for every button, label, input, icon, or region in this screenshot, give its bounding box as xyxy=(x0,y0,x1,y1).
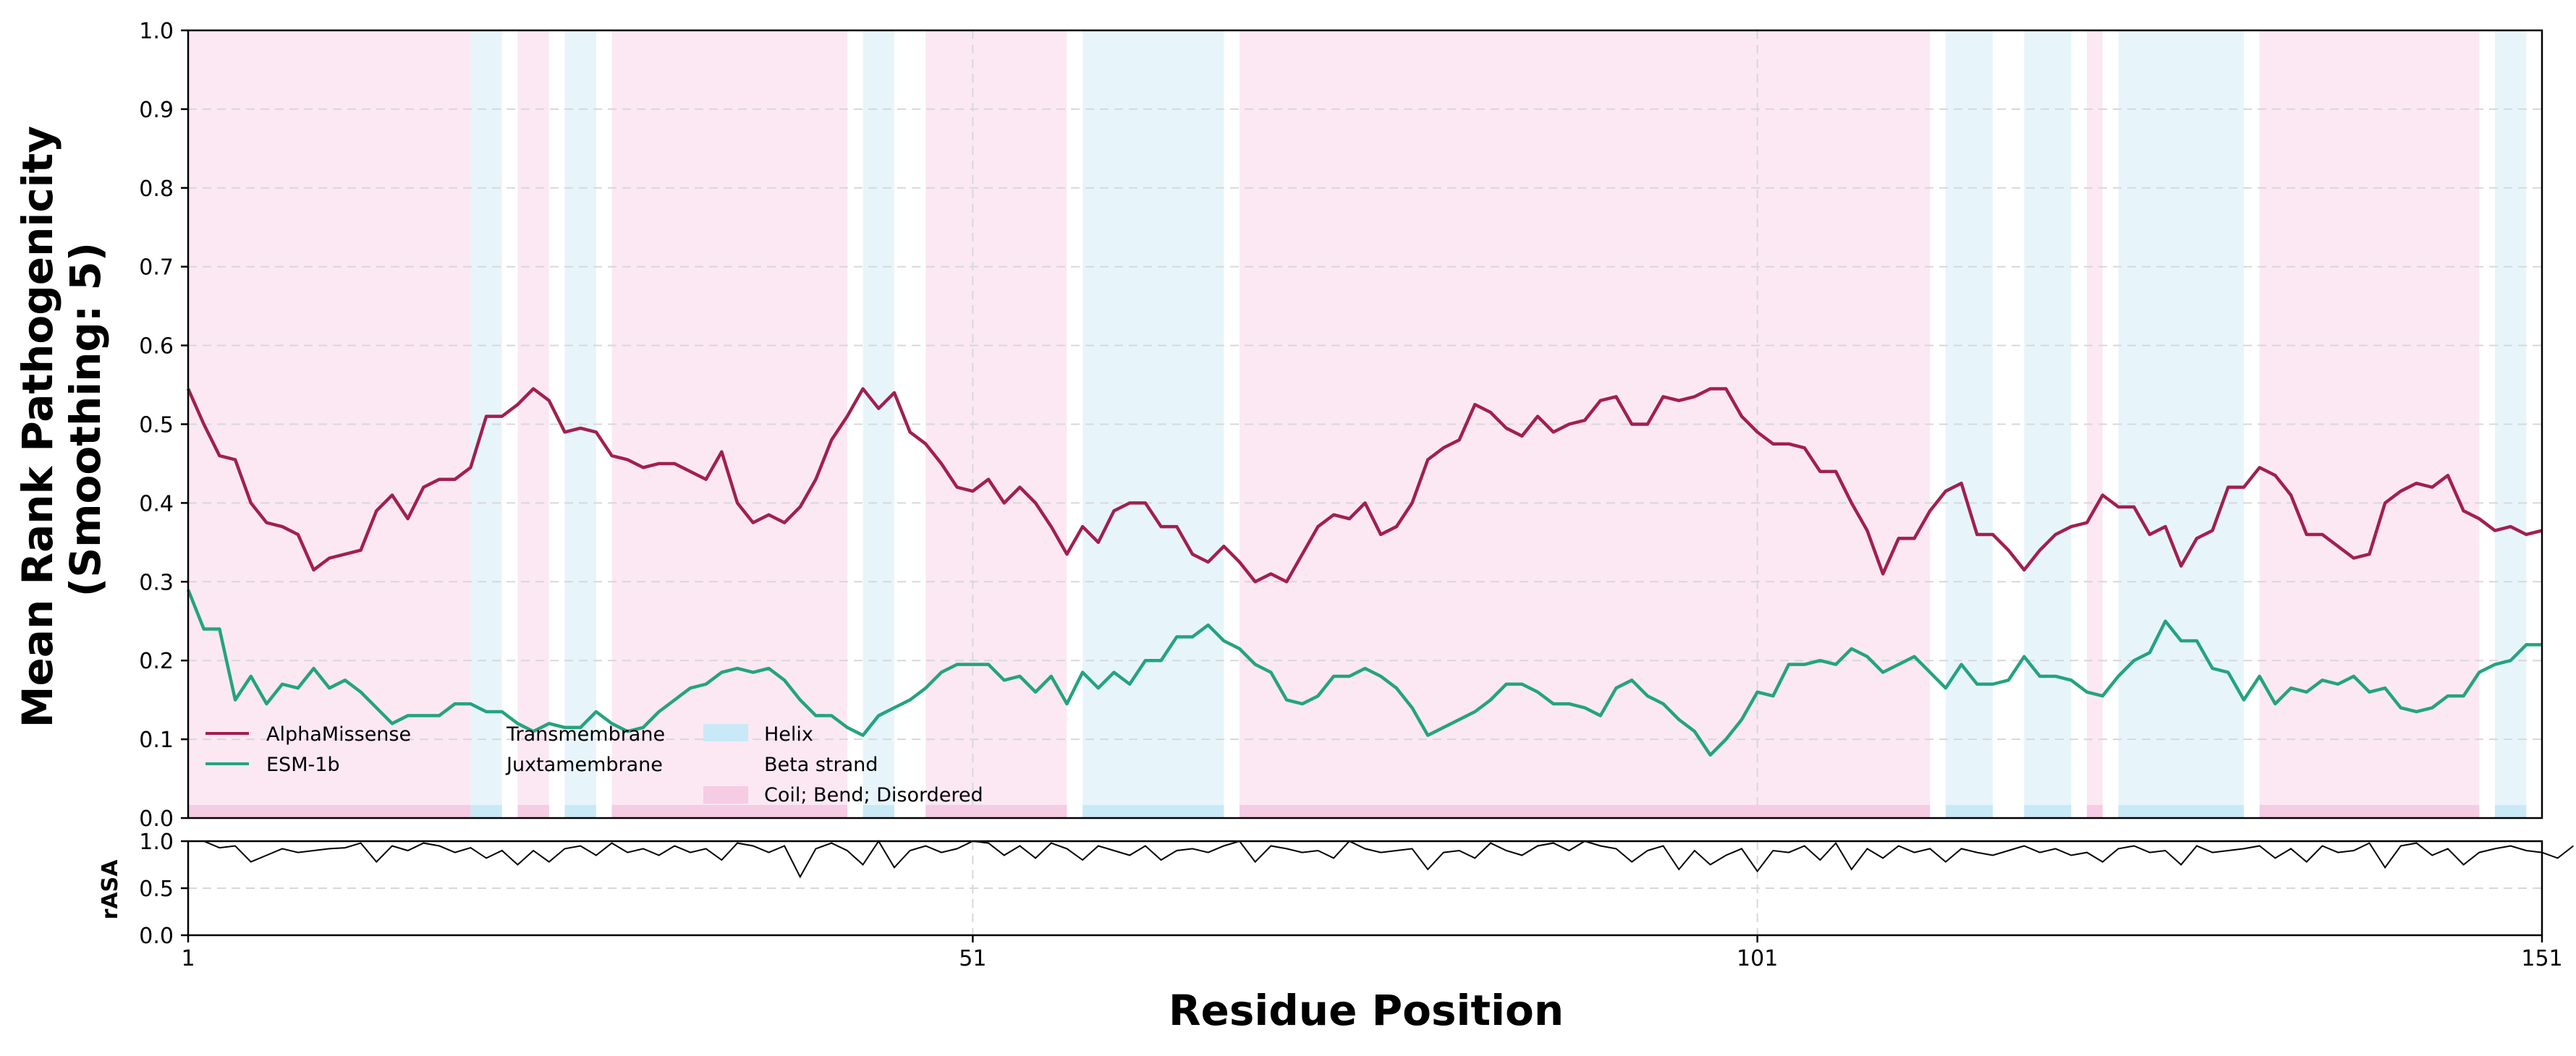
legend-label-coil: Coil; Bend; Disordered xyxy=(764,784,983,806)
series-line-esm-1b xyxy=(186,589,2542,757)
strip-helix-2 xyxy=(470,805,502,818)
strip-coil-1 xyxy=(188,805,471,818)
rasa-y-axis-label: rASA xyxy=(98,859,123,920)
strip-coil-12 xyxy=(2087,805,2103,818)
rasa-y-axis: 0.0 0.5 1.0 xyxy=(139,830,188,949)
x-axis-label: Residue Position xyxy=(1169,986,1564,1035)
legend-swatch-coil xyxy=(703,786,748,804)
strip-helix-6 xyxy=(863,805,894,818)
x-tick-label-3: 151 xyxy=(2521,946,2562,971)
legend-label-esm1b: ESM-1b xyxy=(266,754,340,776)
strip-coil-5 xyxy=(611,805,847,818)
y-axis-label: Mean Rank Pathogenicity (Smoothing: 5) xyxy=(13,111,110,728)
strip-helix-4 xyxy=(564,805,596,818)
region-coil-12 xyxy=(2087,30,2103,818)
y-tick-label-10: 1.0 xyxy=(139,19,174,44)
main-grid xyxy=(187,30,2543,819)
x-tick-label-2: 101 xyxy=(1737,946,1778,971)
y-axis-label-line-2: (Smoothing: 5) xyxy=(61,242,110,597)
y-tick-label-3: 0.3 xyxy=(139,570,174,595)
strip-coil-7 xyxy=(925,805,1067,818)
strip-helix-11 xyxy=(2024,805,2072,818)
series-line-alphamissense xyxy=(186,387,2543,584)
legend-label-juxtamembrane: Juxtamembrane xyxy=(505,754,663,776)
strip-helix-13 xyxy=(2118,805,2244,818)
y-axis-label-line-1: Mean Rank Pathogenicity xyxy=(13,126,62,728)
y-tick-label-2: 0.2 xyxy=(139,649,174,674)
strip-coil-14 xyxy=(2259,805,2480,818)
y-tick-label-9: 0.9 xyxy=(139,98,174,123)
y-tick-label-1: 0.1 xyxy=(139,728,174,753)
y-tick-label-4: 0.4 xyxy=(139,491,174,516)
y-tick-label-0: 0.0 xyxy=(139,806,174,832)
rasa-series-line xyxy=(188,840,2574,879)
y-tick-label-8: 0.8 xyxy=(139,176,174,202)
x-tick-label-1: 51 xyxy=(959,946,986,971)
rasa-line xyxy=(188,840,2574,879)
structure-strip xyxy=(188,805,2527,818)
rasa-y-tick-label-0: 0.0 xyxy=(139,924,174,949)
strip-coil-9 xyxy=(1240,805,1931,818)
legend-swatch-helix xyxy=(703,724,748,741)
legend-label-helix: Helix xyxy=(764,723,813,746)
y-tick-label-5: 0.5 xyxy=(139,413,174,438)
legend-label-beta-strand: Beta strand xyxy=(764,754,878,776)
legend-label-alphamissense: AlphaMissense xyxy=(266,723,411,746)
strip-helix-8 xyxy=(1082,805,1224,818)
main-y-axis: 0.0 0.1 0.2 0.3 0.4 0.5 0.6 0.7 0.8 0.9 1.0 xyxy=(139,19,188,832)
region-helix-13 xyxy=(2118,30,2244,818)
x-tick-label-0: 1 xyxy=(181,946,195,971)
x-axis: 1 51 101 151 xyxy=(181,935,2563,971)
strip-helix-15 xyxy=(2494,805,2527,818)
region-coil-14 xyxy=(2259,30,2480,818)
y-tick-label-7: 0.7 xyxy=(139,255,174,281)
strip-coil-3 xyxy=(517,805,549,818)
rasa-y-tick-label-2: 1.0 xyxy=(139,830,174,855)
strip-helix-10 xyxy=(1945,805,1993,818)
rasa-y-tick-label-1: 0.5 xyxy=(139,877,174,902)
legend-label-transmembrane: Transmembrane xyxy=(506,723,665,746)
legend: AlphaMissense ESM-1b Transmembrane Juxta… xyxy=(206,723,983,806)
series-lines xyxy=(186,387,2543,757)
y-tick-label-6: 0.6 xyxy=(139,334,174,359)
